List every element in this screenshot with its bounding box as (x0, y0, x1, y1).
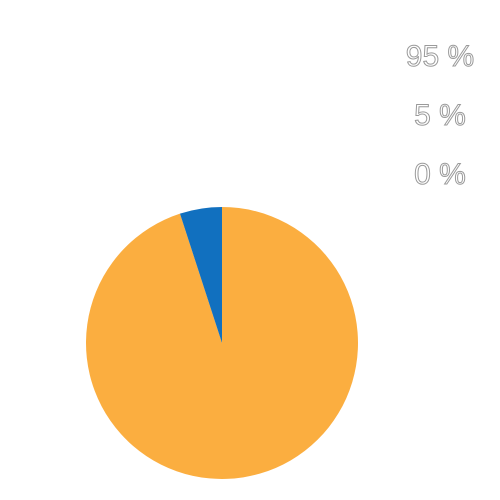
value-label: 0 % (414, 158, 466, 191)
pie-slice (85, 207, 358, 479)
value-label: 5 % (414, 99, 466, 132)
pie-slice (179, 207, 222, 343)
value-label: 95 % (406, 40, 474, 73)
